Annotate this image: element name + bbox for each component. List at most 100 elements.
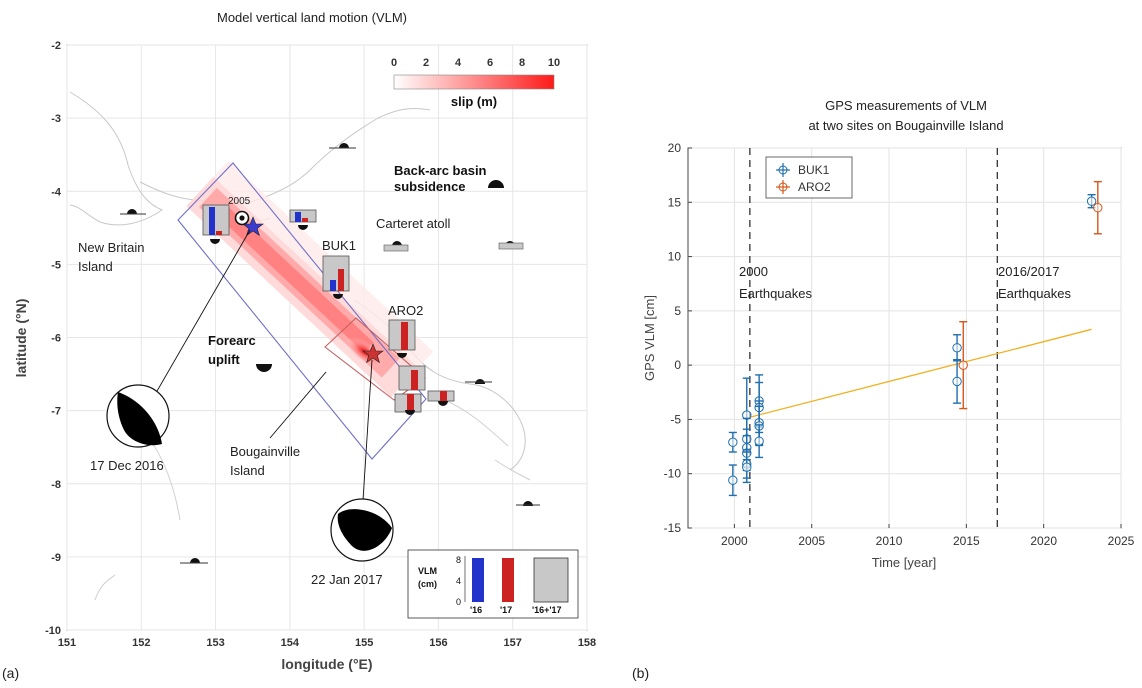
label-new-britain-1: New Britain [78, 240, 144, 255]
label-bougainville-2: Island [230, 463, 265, 478]
epicenter-2017-star [362, 343, 384, 364]
label-date-2016: 17 Dec 2016 [90, 458, 164, 473]
colorbar: 0 2 4 6 8 10 slip (m) [391, 57, 560, 109]
fault-plane-2016 [177, 162, 427, 460]
annotation-2016-2017: 2016/2017 [998, 264, 1059, 279]
aro2-point-0 [958, 360, 968, 370]
xtick-label-151: 151 [58, 637, 76, 649]
panel-a-ticks: 151 152 153 154 155 156 157 158 -2 -3 -4 -5 -6 -7 -8 -9… [45, 40, 596, 649]
ytick-label--9: -9 [51, 552, 61, 564]
vlm-legend-label-total: '16+'17 [532, 605, 562, 615]
vlm-legend: VLM (cm) 8 4 0 '16 '17 '16+'17 [407, 549, 579, 619]
label-forearc-1: Forearc [208, 333, 256, 348]
xtick-label-156: 156 [429, 637, 447, 649]
ytick-label-10: 10 [668, 250, 682, 264]
colorbar-tick-0: 0 [391, 57, 397, 69]
vlm-legend-label-2017: '17 [500, 605, 512, 615]
ytick-label-15: 15 [668, 195, 682, 209]
panel-b-marks [728, 148, 1103, 528]
vlm-legend-title: VLM [418, 566, 437, 576]
ytick-label--4: -4 [51, 186, 62, 198]
beachball-2017 [330, 498, 394, 562]
ytick-label--5: -5 [51, 259, 61, 271]
vlm-legend-bar-2017 [502, 558, 514, 602]
panel-a-ylabel: latitude (°N) [13, 299, 29, 378]
trend-line [749, 328, 1092, 418]
colorbar-tick-8: 8 [519, 57, 525, 69]
xtick-label-158: 158 [578, 637, 596, 649]
legend-marker-buk1 [778, 165, 788, 175]
label-date-2017: 22 Jan 2017 [311, 572, 383, 587]
vlm-legend-bar-total [533, 557, 569, 603]
panel-b-xlabel: Time [year] [872, 555, 937, 570]
label-bougainville-1: Bougainville [230, 444, 300, 459]
legend-label-buk1: BUK1 [798, 163, 830, 177]
label-carteret: Carteret atoll [376, 216, 451, 231]
panel-b-ticks: 2000 2005 2010 2015 2020 2025 -15 -10 -5 0 5 10 15 20 [664, 141, 1135, 548]
vlm-legend-tick-4: 4 [456, 576, 461, 586]
buk1-point-13 [952, 343, 962, 353]
colorbar-tick-4: 4 [455, 57, 462, 69]
vlm-legend-label-2016: '16 [470, 605, 482, 615]
panel-a-label: (a) [2, 665, 19, 681]
panel-b-label: (b) [632, 665, 649, 681]
ytick-label--7: -7 [51, 406, 61, 418]
ytick-label--5: -5 [670, 412, 681, 426]
vlm-legend-bar-2016 [472, 558, 484, 602]
vlm-legend-unit: (cm) [418, 579, 437, 589]
xtick-label-2025: 2025 [1108, 534, 1135, 548]
ytick-label-5: 5 [674, 304, 681, 318]
panel-b-grid [688, 147, 1122, 529]
xtick-label-2000: 2000 [721, 534, 748, 548]
label-new-britain-2: Island [78, 259, 113, 274]
panel-b-title-2: at two sites on Bougainville Island [808, 118, 1003, 133]
xtick-label-155: 155 [355, 637, 373, 649]
ytick-label-20: 20 [668, 141, 682, 155]
label-buk1: BUK1 [322, 238, 356, 253]
station-symbols [120, 143, 540, 564]
buk1-point-7 [742, 462, 752, 472]
ytick-label--8: -8 [51, 479, 61, 491]
ytick-label--2: -2 [51, 40, 61, 52]
panel-b-legend: BUK1 ARO2 [765, 156, 853, 199]
panel-b-title-1: GPS measurements of VLM [825, 98, 987, 113]
leader-bougainville [269, 371, 327, 439]
buk1-point-14 [952, 376, 962, 387]
label-2005: 2005 [228, 196, 251, 207]
colorbar-label: slip (m) [451, 94, 497, 109]
vlm-legend-tick-0: 0 [456, 597, 461, 607]
panel-a-xlabel: longitude (°E) [281, 656, 372, 672]
vlm-legend-tick-8: 8 [456, 555, 461, 565]
xtick-label-2020: 2020 [1030, 534, 1057, 548]
xtick-label-152: 152 [132, 637, 150, 649]
leader-2017 [361, 359, 373, 517]
annotation-2016-2017-earthquakes: Earthquakes [998, 286, 1071, 301]
colorbar-tick-6: 6 [487, 57, 493, 69]
label-back-arc-1: Back-arc basin [394, 163, 487, 178]
xtick-label-154: 154 [281, 637, 300, 649]
map-layer: 0 2 4 6 8 10 slip (m) Back-arc basin sub… [69, 57, 579, 619]
ytick-label--10: -10 [664, 467, 682, 481]
colorbar-tick-2: 2 [423, 57, 429, 69]
ytick-label--6: -6 [51, 333, 61, 345]
buk1-point-12 [754, 436, 764, 446]
ytick-label--15: -15 [664, 521, 682, 535]
xtick-label-2005: 2005 [798, 534, 825, 548]
aro2-point-1 [1093, 203, 1103, 213]
beachball-2016 [106, 384, 170, 448]
panel-a-title: Model vertical land motion (VLM) [217, 10, 407, 25]
legend-marker-aro2 [778, 182, 788, 192]
colorbar-tick-10: 10 [548, 57, 560, 69]
xtick-label-2015: 2015 [953, 534, 980, 548]
ytick-label-0: 0 [674, 358, 681, 372]
panel-b-background [687, 147, 1122, 529]
panel-a-plot: 0 2 4 6 8 10 slip (m) Back-arc basin sub… [13, 40, 596, 672]
solomon-coastline [94, 397, 531, 601]
label-aro2: ARO2 [388, 303, 423, 318]
label-back-arc-2: subsidence [394, 179, 466, 194]
xtick-label-153: 153 [206, 637, 224, 649]
xtick-label-157: 157 [504, 637, 522, 649]
buk1-point-0 [728, 437, 738, 447]
vlm-bars [202, 204, 455, 415]
